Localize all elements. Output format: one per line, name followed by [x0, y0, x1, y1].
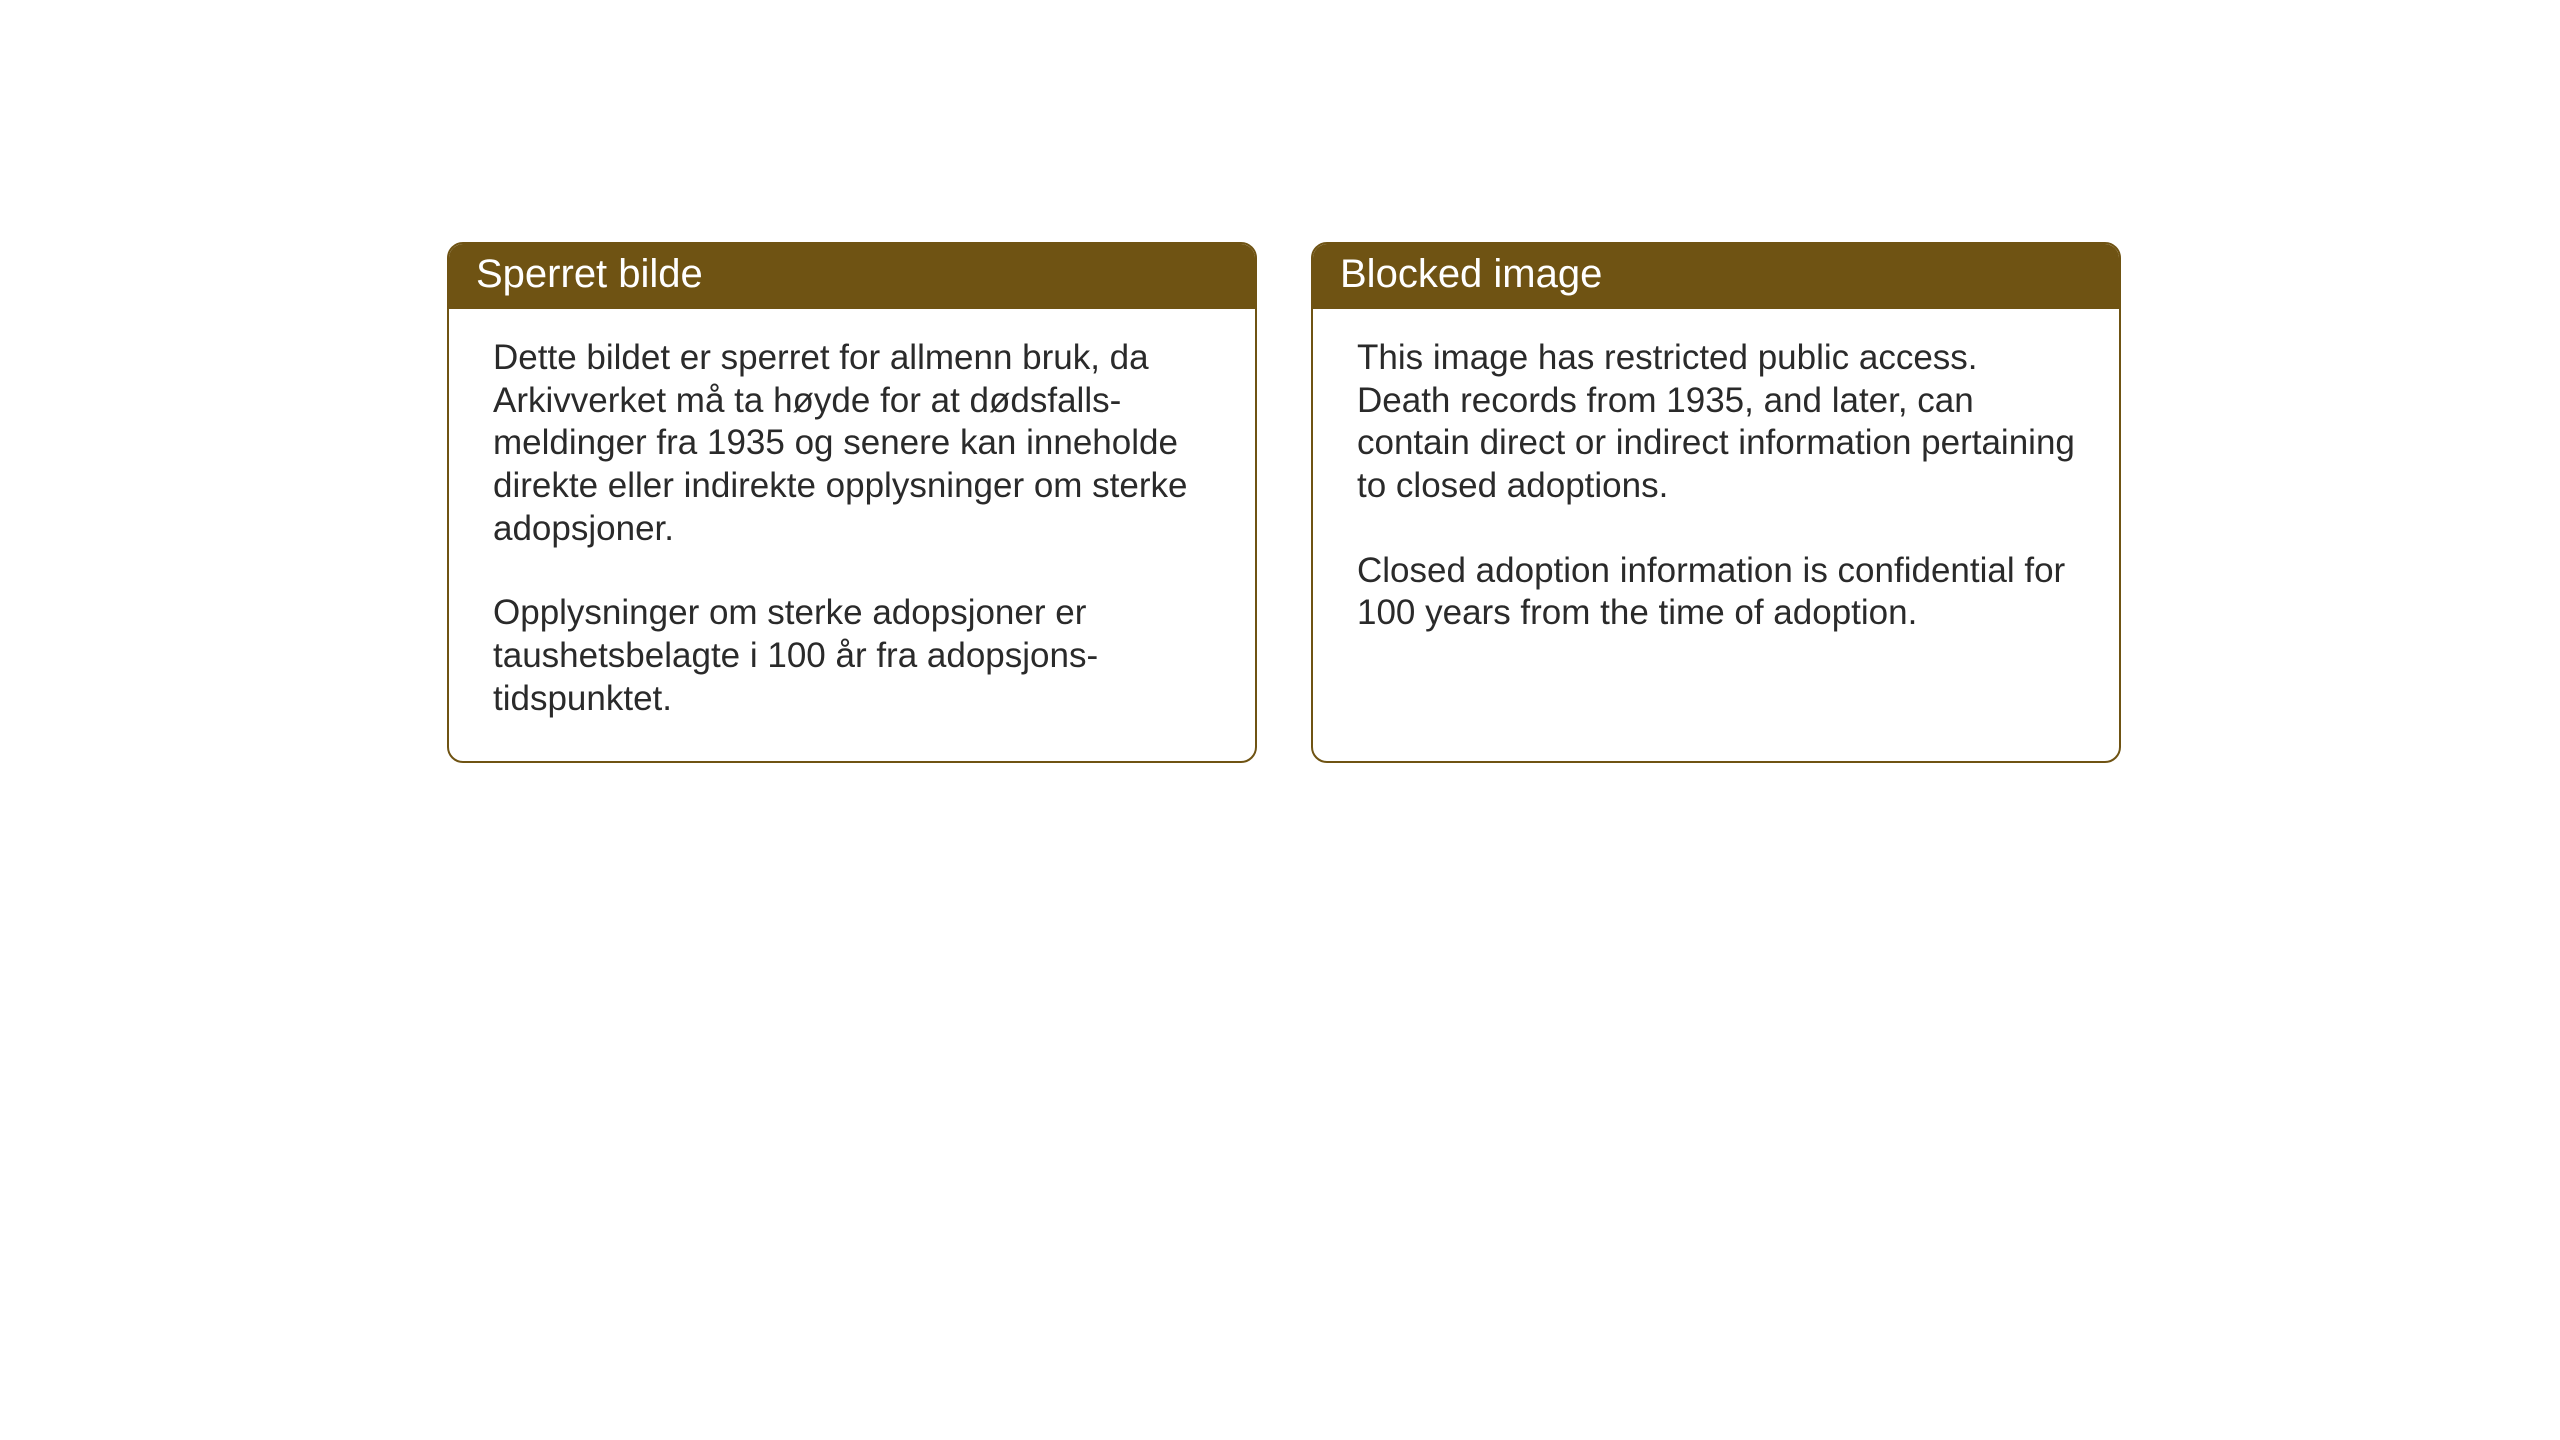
paragraph-english-2: Closed adoption information is confident… [1357, 550, 2075, 635]
card-norwegian: Sperret bilde Dette bildet er sperret fo… [447, 242, 1257, 763]
paragraph-norwegian-1: Dette bildet er sperret for allmenn bruk… [493, 337, 1211, 550]
card-header-english: Blocked image [1313, 244, 2119, 309]
card-english: Blocked image This image has restricted … [1311, 242, 2121, 763]
card-body-norwegian: Dette bildet er sperret for allmenn bruk… [449, 309, 1255, 761]
paragraph-english-1: This image has restricted public access.… [1357, 337, 2075, 508]
paragraph-norwegian-2: Opplysninger om sterke adopsjoner er tau… [493, 592, 1211, 720]
cards-container: Sperret bilde Dette bildet er sperret fo… [447, 242, 2121, 763]
card-body-english: This image has restricted public access.… [1313, 309, 2119, 675]
card-header-norwegian: Sperret bilde [449, 244, 1255, 309]
